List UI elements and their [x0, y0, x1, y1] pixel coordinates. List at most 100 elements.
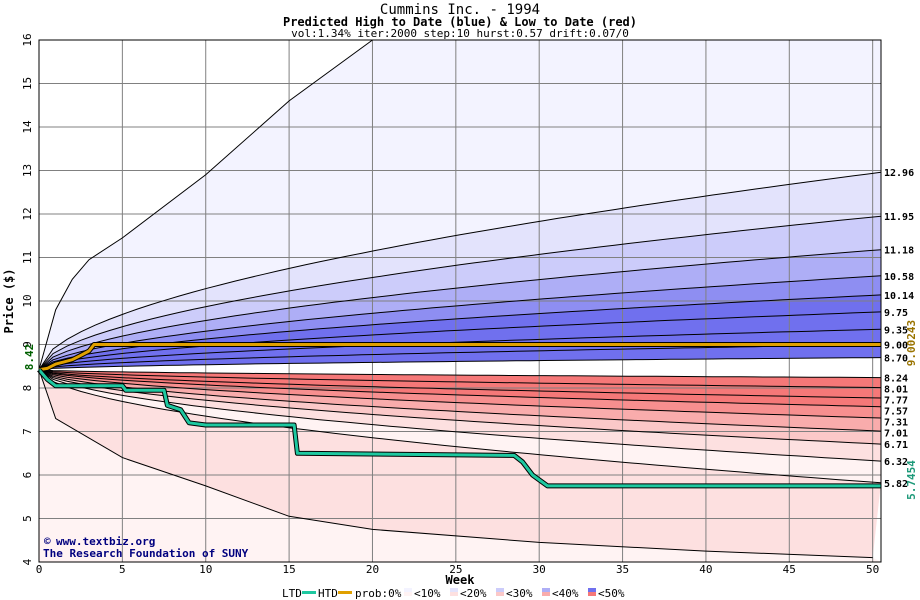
band-low-0 [39, 369, 881, 388]
x-axis-label: Week [446, 573, 476, 587]
credit-url: www.textbiz.org [56, 535, 155, 548]
chart-title: Cummins Inc. - 1994 [379, 2, 541, 18]
quantile-labels: 12.96 11.95 11.18 10.58 10.14 9.75 9.35 9.00 8.7… [884, 168, 914, 490]
quantile-line-12 [38, 369, 882, 408]
quantile-line-3 [38, 275, 882, 371]
x-tick-45: 45 [783, 563, 796, 576]
y-tick-labels: 4 5 6 7 8 9 10 11 12 13 14 15 16 [21, 33, 34, 565]
legend-bin-label-3: <40% [552, 587, 579, 600]
legend-prob-label: prob:0% [355, 587, 402, 600]
quantile-line-8 [38, 357, 882, 371]
quantile-label-12: 7.57 [884, 407, 908, 418]
quantile-line-0 [38, 171, 882, 370]
y-tick-8: 8 [21, 385, 34, 392]
legend-bin-blue-0 [404, 588, 412, 592]
legend-bin-red-2 [496, 592, 504, 596]
y-tick-7: 7 [21, 428, 34, 435]
quantile-line-13 [38, 369, 882, 419]
htd-line [38, 343, 881, 372]
quantile-label-4: 10.14 [884, 291, 914, 302]
y-tick-13: 13 [21, 164, 34, 177]
quantile-label-8: 8.70 [884, 354, 908, 365]
band-high-outer [39, 40, 881, 370]
quantile-label-17: 5.82 [884, 479, 908, 490]
legend-htd-label: HTD [318, 587, 338, 600]
y-tick-6: 6 [21, 472, 34, 479]
quantile-label-16: 6.32 [884, 457, 908, 468]
legend-bin-label-4: <50% [598, 587, 625, 600]
y-tick-9: 9 [21, 341, 34, 348]
x-tick-labels: 0 5 10 15 20 25 30 35 40 45 50 [36, 563, 880, 576]
band-low-1 [39, 369, 881, 398]
band-high-1 [39, 216, 881, 370]
ltd-line [37, 368, 881, 488]
x-tick-10: 10 [199, 563, 212, 576]
band-high-6 [39, 329, 881, 370]
y-tick-15: 15 [21, 77, 34, 90]
legend-bin-label-0: <10% [414, 587, 441, 600]
band-low-outer [39, 369, 881, 558]
quantile-label-14: 7.01 [884, 429, 908, 440]
quantile-line-10 [38, 369, 882, 389]
legend-bin-red-1 [450, 592, 458, 596]
x-tick-15: 15 [282, 563, 295, 576]
y-tick-10: 10 [21, 294, 34, 307]
band-low-7 [39, 369, 881, 483]
quantile-label-5: 9.75 [884, 308, 908, 319]
legend: LTD HTD prob:0% <10% <20% <30% <40% <50% [282, 587, 625, 600]
legend-bin-blue-4 [588, 588, 596, 592]
band-high-0 [39, 172, 881, 370]
quantile-line-15 [38, 369, 882, 445]
x-tick-40: 40 [699, 563, 712, 576]
x-tick-30: 30 [533, 563, 546, 576]
quantile-line-11 [38, 369, 882, 399]
band-low-floor [39, 369, 881, 562]
x-tick-0: 0 [36, 563, 43, 576]
y-tick-5: 5 [21, 515, 34, 522]
y-tick-11: 11 [21, 251, 34, 264]
x-tick-5: 5 [119, 563, 126, 576]
quantile-line-14 [38, 369, 882, 432]
band-high-5 [39, 311, 881, 370]
envelope-high [38, 39, 373, 370]
y-tick-12: 12 [21, 207, 34, 220]
x-tick-20: 20 [366, 563, 379, 576]
quantile-label-0: 12.96 [884, 168, 914, 179]
quantile-label-6: 9.35 [884, 325, 908, 336]
band-high-7 [39, 344, 881, 370]
legend-ltd-swatch [302, 591, 316, 594]
chart-parameters: vol:1.34% iter:2000 step:10 hurst:0.57 d… [291, 27, 629, 40]
quantile-line-16 [38, 369, 882, 462]
quantile-label-7: 9.00 [884, 341, 908, 352]
start-price-label: 8.42 [23, 344, 36, 371]
legend-bin-red-0 [404, 592, 412, 596]
legend-bin-blue-2 [496, 588, 504, 592]
quantile-label-2: 11.18 [884, 246, 914, 257]
probability-bands [39, 40, 881, 562]
legend-bin-blue-3 [542, 588, 550, 592]
quantile-label-9: 8.24 [884, 374, 908, 385]
quantile-label-11: 7.77 [884, 396, 908, 407]
legend-ltd-label: LTD [282, 587, 302, 600]
band-high-4 [39, 294, 881, 370]
band-high-3 [39, 275, 881, 370]
y-tick-16: 16 [21, 33, 34, 46]
x-tick-50: 50 [866, 563, 879, 576]
band-low-3 [39, 369, 881, 418]
legend-bin-red-3 [542, 592, 550, 596]
legend-htd-swatch [338, 591, 352, 594]
final-htd-label: 9.00243 [905, 320, 918, 366]
quantile-line-1 [38, 215, 882, 371]
legend-bins: <10% <20% <30% <40% <50% [404, 587, 625, 600]
quantile-label-10: 8.01 [884, 385, 908, 396]
y-tick-14: 14 [21, 120, 34, 134]
band-low-6 [39, 369, 881, 462]
band-low-2 [39, 369, 881, 407]
legend-bin-label-1: <20% [460, 587, 487, 600]
credit-org: The Research Foundation of SUNY [43, 547, 249, 560]
band-low-5 [39, 369, 881, 445]
y-axis-label: Price ($) [2, 268, 16, 333]
quantile-label-3: 10.58 [884, 272, 914, 283]
quantile-line-5 [38, 311, 882, 371]
